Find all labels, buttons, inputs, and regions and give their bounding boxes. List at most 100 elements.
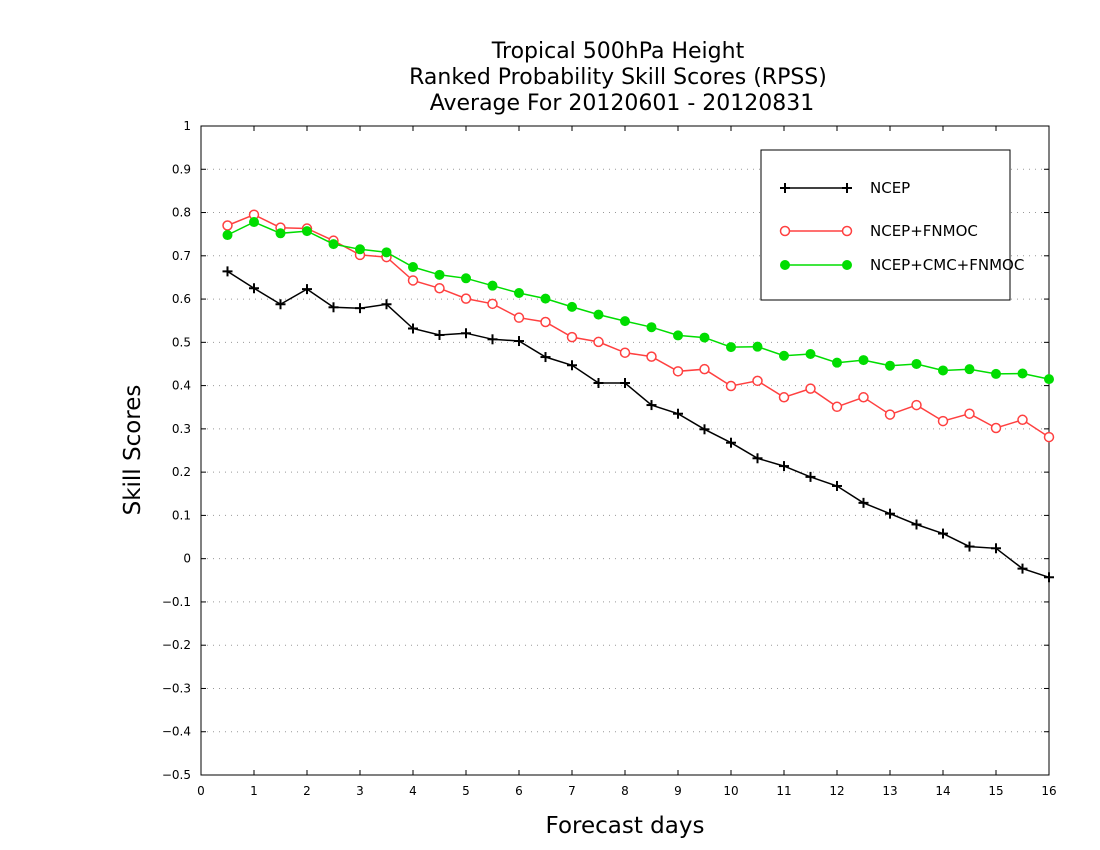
y-tick-label: 0.2: [172, 465, 191, 479]
data-point: [964, 364, 975, 375]
y-tick-label: 0.1: [172, 508, 191, 522]
data-point: [752, 375, 763, 387]
data-point: [725, 380, 737, 392]
x-axis-title: Forecast days: [546, 813, 705, 839]
data-point: [249, 217, 259, 228]
x-tick-label: 12: [829, 784, 844, 798]
x-tick-label: 3: [356, 784, 364, 798]
data-point: [460, 293, 472, 304]
legend-entry-ncep: NCEP: [780, 179, 910, 197]
data-point: [1017, 368, 1028, 379]
y-tick-label: 0.6: [172, 292, 191, 306]
data-point: [619, 347, 631, 358]
data-point: [222, 220, 233, 231]
legend-marker: [842, 260, 852, 270]
legend-box: [760, 149, 1011, 301]
data-point: [620, 316, 630, 327]
data-point: [832, 357, 842, 368]
data-point: [487, 280, 498, 291]
y-tick-label: 0.9: [172, 162, 191, 176]
data-point: [514, 288, 524, 299]
data-point: [513, 312, 525, 323]
y-tick-label: 0.7: [172, 249, 191, 263]
x-tick-label: 5: [462, 784, 470, 798]
data-point: [434, 283, 445, 294]
y-tick-label: 0: [183, 552, 191, 566]
data-point: [778, 392, 790, 403]
data-point: [937, 415, 949, 427]
x-tick-label: 2: [303, 784, 311, 798]
x-tick-label: 10: [723, 784, 738, 798]
y-tick-label: 1: [183, 119, 191, 133]
y-tick-label: −0.3: [162, 681, 191, 695]
series-ncep-fnmoc: [222, 209, 1055, 443]
legend-marker: [779, 225, 791, 237]
data-point: [328, 239, 339, 250]
y-tick-label: 0.5: [172, 335, 191, 349]
data-point: [673, 330, 683, 341]
x-tick-label: 15: [988, 784, 1003, 798]
x-tick-label: 13: [882, 784, 897, 798]
data-point: [355, 244, 365, 255]
data-point: [885, 360, 895, 371]
data-point: [381, 247, 392, 258]
data-point: [302, 226, 312, 237]
title-line-2: Ranked Probability Skill Scores (RPSS): [409, 65, 827, 90]
title-line-1: Tropical 500hPa Height: [491, 39, 745, 64]
x-tick-label: 8: [621, 784, 629, 798]
data-point: [593, 309, 604, 320]
data-point: [275, 228, 286, 239]
data-point: [434, 269, 445, 280]
y-axis-title: Skill Scores: [120, 385, 146, 516]
y-tick-label: 0.8: [172, 206, 191, 220]
x-tick-label: 7: [568, 784, 576, 798]
y-tick-label: −0.4: [162, 725, 191, 739]
data-point: [407, 275, 419, 286]
series-ncep: [222, 266, 1054, 583]
legend-entry-ncep-cmc-fnmoc: NCEP+CMC+FNMOC: [780, 256, 1024, 274]
data-point: [593, 336, 604, 348]
legend-label: NCEP+FNMOC: [870, 222, 978, 240]
data-point: [566, 331, 578, 343]
legend-label: NCEP+CMC+FNMOC: [870, 256, 1024, 274]
data-point: [752, 341, 763, 352]
data-point: [567, 301, 577, 312]
x-tick-label: 6: [515, 784, 523, 798]
legend: NCEP NCEP+FNMOC NCEP+CMC+FNMOC: [760, 149, 1024, 301]
data-point: [991, 368, 1001, 379]
data-point: [964, 408, 975, 419]
data-point: [672, 366, 684, 377]
y-axis-ticks: −0.5 −0.4 −0.3 −0.2 −0.1 0 0.1 0.2 0.3 0.4 0.5 0.6 0…: [162, 119, 1049, 782]
data-point: [699, 332, 710, 343]
x-tick-label: 0: [197, 784, 205, 798]
x-tick-label: 16: [1041, 784, 1056, 798]
data-point: [646, 322, 657, 333]
data-point: [858, 392, 869, 403]
data-point: [990, 422, 1002, 434]
data-point: [461, 273, 471, 284]
data-point: [911, 399, 922, 411]
y-tick-label: −0.2: [162, 638, 191, 652]
x-tick-label: 11: [776, 784, 791, 798]
data-point: [699, 363, 710, 375]
data-point: [726, 342, 736, 353]
x-tick-label: 9: [674, 784, 682, 798]
y-tick-label: −0.5: [162, 768, 191, 782]
legend-marker: [841, 225, 853, 237]
series-line-ncep: [227, 270, 1050, 579]
y-tick-label: −0.1: [162, 595, 191, 609]
data-point: [805, 349, 816, 360]
data-point: [487, 298, 498, 310]
x-tick-label: 14: [935, 784, 950, 798]
x-axis-ticks: 0 1 2 3 4 5 6 7 8 9 10 11 12 13 14 15 16: [197, 126, 1057, 798]
x-tick-label: 4: [409, 784, 417, 798]
y-tick-label: 0.3: [172, 422, 191, 436]
chart-title: Tropical 500hPa Height Ranked Probabilit…: [409, 39, 827, 116]
data-point: [805, 383, 816, 394]
title-line-3: Average For 20120601 - 20120831: [430, 91, 815, 116]
legend-label: NCEP: [870, 179, 910, 197]
data-point: [540, 293, 551, 304]
series-lines: [222, 209, 1055, 583]
data-point: [938, 365, 948, 376]
